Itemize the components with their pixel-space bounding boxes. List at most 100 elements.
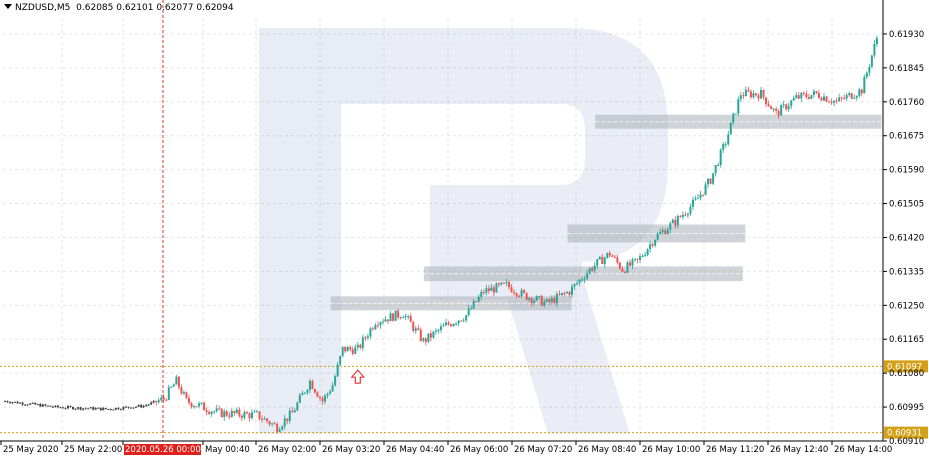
candle <box>369 327 372 339</box>
candle <box>112 409 115 411</box>
candle <box>697 194 699 199</box>
candle <box>256 410 258 413</box>
candle <box>248 412 251 422</box>
candle <box>19 402 22 404</box>
candle <box>4 400 6 403</box>
candle <box>611 254 614 257</box>
buy-signal-up-arrow-icon[interactable] <box>350 369 366 384</box>
candle <box>644 251 647 257</box>
candle <box>664 227 667 235</box>
candle <box>792 95 795 101</box>
candle <box>838 93 841 102</box>
candle <box>661 227 664 235</box>
candle <box>651 242 654 248</box>
x-tick-label: 26 May 03:20 <box>322 445 380 455</box>
candle <box>472 299 475 310</box>
dropdown-triangle-icon[interactable] <box>4 4 12 9</box>
candle <box>659 228 662 235</box>
candle <box>238 407 241 418</box>
candle <box>127 406 130 409</box>
candle <box>210 410 213 417</box>
candle <box>515 292 518 299</box>
candle <box>820 96 823 101</box>
candle <box>397 308 400 320</box>
candle <box>376 321 379 328</box>
zone-rectangle[interactable] <box>567 224 746 243</box>
candle <box>346 345 349 352</box>
y-tick-label: 0.61335 <box>889 267 924 277</box>
y-tick-label: 0.61590 <box>889 166 924 176</box>
x-tick-label: 26 May 12:40 <box>770 445 828 455</box>
candle <box>117 407 120 410</box>
candle <box>344 346 347 354</box>
candle <box>422 337 425 343</box>
candle <box>69 405 72 408</box>
candle <box>152 400 155 404</box>
candle <box>77 406 80 411</box>
candle <box>583 275 586 284</box>
candle <box>780 103 783 116</box>
candle <box>72 406 75 410</box>
candle <box>6 400 9 403</box>
candle <box>283 414 286 430</box>
candle <box>699 191 702 201</box>
candle <box>419 327 422 342</box>
candle <box>457 320 460 327</box>
candle <box>674 216 677 229</box>
candle <box>508 280 510 290</box>
level-price-label: 0.60931 <box>887 429 922 439</box>
candle <box>868 64 871 77</box>
candle <box>631 257 634 270</box>
candles <box>4 35 878 434</box>
candle <box>427 333 430 344</box>
candle <box>200 402 203 405</box>
candle <box>208 409 211 415</box>
candle <box>41 403 44 407</box>
candle <box>762 89 765 100</box>
candle <box>228 412 231 420</box>
candle <box>412 320 415 333</box>
candle <box>223 408 226 421</box>
candle <box>767 100 770 107</box>
candle <box>777 108 780 119</box>
zone-rectangle[interactable] <box>595 114 882 129</box>
candle <box>636 258 639 264</box>
candle <box>528 297 531 303</box>
candle <box>364 335 367 342</box>
candle <box>334 374 337 387</box>
candle <box>326 392 329 399</box>
y-tick-label: 0.61930 <box>889 30 924 40</box>
candle <box>140 403 143 409</box>
candle <box>190 402 193 409</box>
candle <box>281 425 284 432</box>
candle <box>518 294 521 298</box>
candle <box>810 94 813 100</box>
candle <box>67 404 69 410</box>
candle <box>109 408 112 411</box>
candle <box>198 401 201 409</box>
candle <box>450 322 453 328</box>
candle <box>782 100 785 109</box>
candle <box>150 401 153 406</box>
y-tick-label: 0.61760 <box>889 98 924 108</box>
candle <box>679 215 682 218</box>
candle <box>261 415 264 423</box>
candle <box>475 300 478 303</box>
x-tick-label: 26 May 10:00 <box>642 445 700 455</box>
candle <box>853 94 856 100</box>
candle <box>21 401 24 406</box>
horizontal-levels: 0.61097 0.60931 <box>0 360 928 439</box>
candle <box>571 283 573 298</box>
y-tick-label: 0.61845 <box>889 64 924 74</box>
candle <box>291 407 294 413</box>
candle <box>187 394 190 405</box>
candle <box>321 395 324 405</box>
candle <box>455 322 458 326</box>
candle <box>59 406 62 409</box>
candle <box>465 314 468 323</box>
candle <box>724 141 727 148</box>
candle <box>94 407 97 410</box>
y-tick-label: 0.61250 <box>889 301 924 311</box>
